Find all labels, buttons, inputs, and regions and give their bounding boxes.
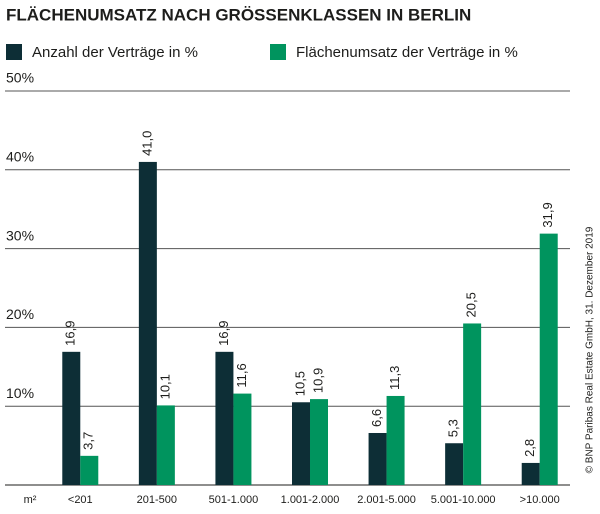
bar (215, 351, 234, 485)
value-label: 3,7 (81, 432, 96, 450)
value-label: 2,8 (522, 439, 537, 457)
x-tick-label: >10.000 (520, 494, 560, 506)
bar (463, 323, 482, 485)
bar (539, 233, 558, 485)
value-label: 10,9 (310, 368, 325, 393)
bar (386, 395, 405, 485)
y-tick-label: 50% (6, 70, 34, 86)
bar (62, 351, 81, 485)
value-label: 5,3 (446, 419, 461, 437)
bar (292, 402, 310, 485)
y-tick-label: 10% (6, 385, 34, 401)
value-label: 20,5 (464, 292, 479, 317)
bar (445, 443, 464, 485)
value-label: 11,6 (234, 363, 249, 387)
y-tick-label: 30% (6, 227, 34, 243)
legend-label: Flächenumsatz der Verträge in % (296, 44, 518, 61)
legend-swatch (6, 44, 22, 60)
y-tick-label: 20% (6, 306, 34, 322)
value-label: 11,3 (387, 366, 402, 390)
x-axis-label: m² (24, 494, 37, 506)
bar (156, 405, 175, 485)
value-label: 16,9 (63, 321, 78, 346)
value-label: 6,6 (369, 409, 384, 427)
value-label: 16,9 (216, 321, 231, 346)
value-label: 10,1 (157, 374, 172, 399)
bar (80, 455, 99, 485)
x-tick-label: 201-500 (137, 494, 177, 506)
x-tick-label: <201 (68, 494, 93, 506)
x-tick-label: 2.001-5.000 (357, 494, 416, 506)
value-label: 10,5 (292, 371, 307, 396)
bar (138, 161, 157, 486)
bar (368, 432, 387, 485)
value-label: 41,0 (139, 131, 154, 156)
bar (233, 393, 252, 485)
x-tick-label: 501-1.000 (209, 494, 259, 506)
source: © BNP Paribas Real Estate GmbH, 31. Deze… (585, 226, 596, 473)
x-tick-label: 1.001-2.000 (281, 494, 340, 506)
bar (310, 399, 328, 485)
value-label: 31,9 (540, 202, 555, 227)
chart-title: FLÄCHENUMSATZ NACH GRÖSSENKLASSEN IN BER… (6, 5, 471, 24)
legend-label: Anzahl der Verträge in % (32, 44, 198, 61)
bar (521, 462, 540, 485)
legend-swatch (270, 44, 286, 60)
y-tick-label: 40% (6, 149, 34, 165)
x-tick-label: 5.001-10.000 (431, 494, 496, 506)
